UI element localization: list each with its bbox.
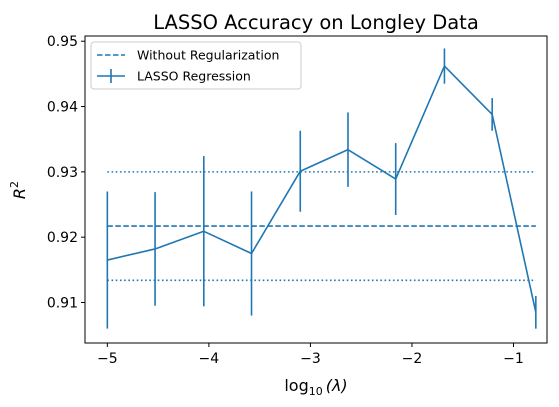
y-axis-label: R2 (8, 181, 29, 199)
x-tick-label: −2 (402, 351, 423, 367)
legend-box (90, 41, 302, 90)
x-axis: −5 −4 −3 −2 −1 (97, 343, 524, 367)
x-tick-label: −3 (300, 351, 321, 367)
legend-label-without-regularization: Without Regularization (137, 48, 279, 63)
chart-title: LASSO Accuracy on Longley Data (153, 11, 479, 34)
x-axis-label-subscript: 10 (309, 385, 323, 398)
lasso-series-line (107, 65, 537, 313)
y-tick-label: 0.92 (47, 230, 78, 246)
x-axis-label: log10 (λ) (284, 376, 347, 398)
y-axis-label-main: R (10, 188, 29, 199)
x-axis-label-tail: (λ) (326, 376, 348, 395)
legend-label-lasso-regression: LASSO Regression (137, 69, 251, 84)
plot-area (106, 48, 537, 329)
x-tick-label: −4 (199, 351, 220, 367)
y-axis: 0.91 0.92 0.93 0.94 0.95 (47, 34, 85, 312)
y-axis-label-superscript: 2 (8, 181, 21, 188)
y-tick-label: 0.95 (47, 34, 78, 50)
x-tick-label: −1 (503, 351, 524, 367)
y-tick-label: 0.93 (47, 165, 78, 181)
x-tick-label: −5 (97, 351, 118, 367)
legend: Without Regularization LASSO Regression (90, 41, 302, 90)
y-tick-label: 0.91 (47, 296, 78, 312)
x-axis-label-main: log (284, 376, 308, 395)
axes-frame (84, 35, 548, 344)
y-tick-label: 0.94 (47, 100, 78, 116)
